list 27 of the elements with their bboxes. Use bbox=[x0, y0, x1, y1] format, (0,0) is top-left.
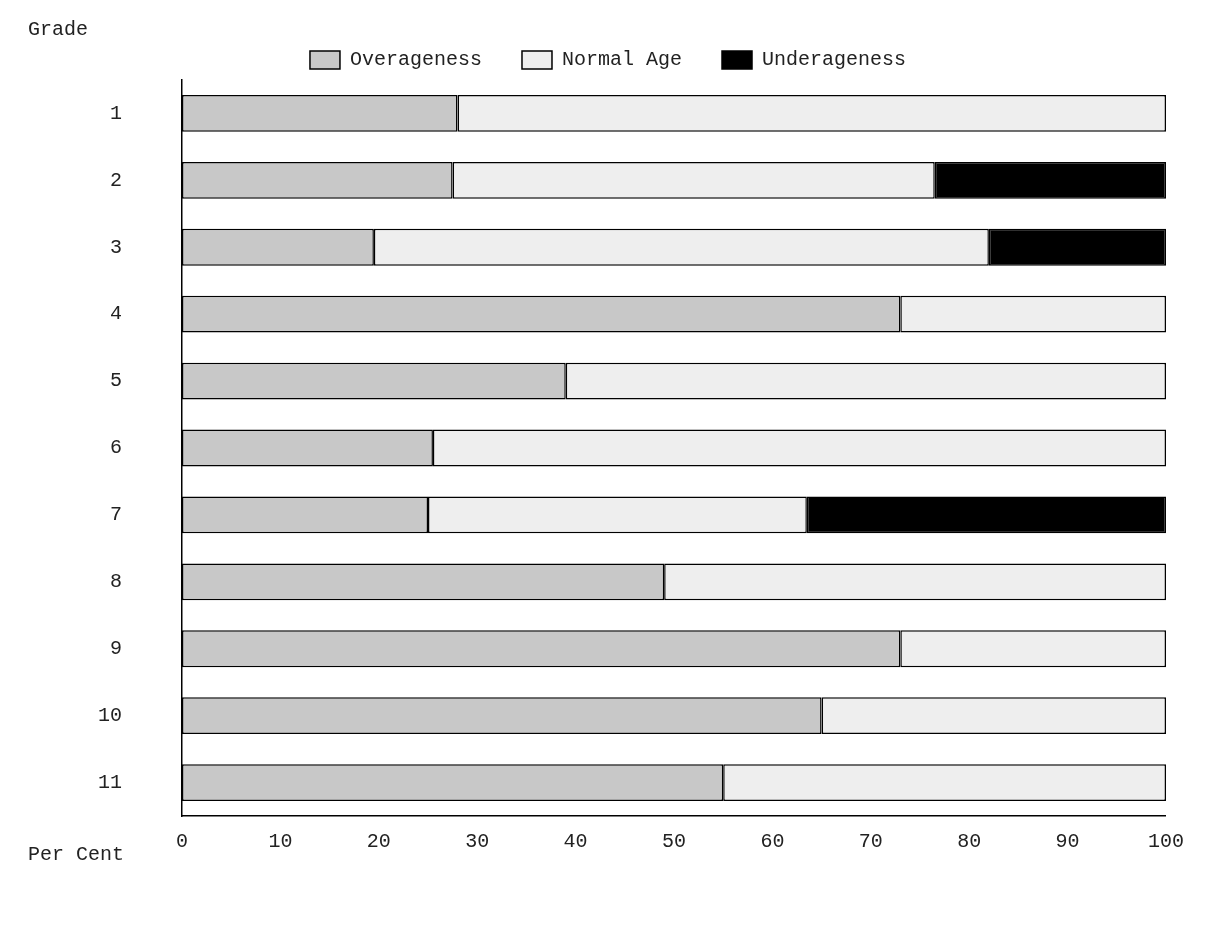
x-tick-label: 80 bbox=[957, 830, 982, 854]
y-tick-label: 4 bbox=[109, 302, 122, 326]
y-tick-label: 11 bbox=[97, 770, 122, 794]
y-tick-label: 1 bbox=[109, 101, 122, 125]
y-tick-label: 10 bbox=[97, 703, 122, 727]
y-tick-label: 8 bbox=[109, 570, 122, 594]
y-tick-label: 5 bbox=[109, 369, 122, 393]
x-tick-label: 40 bbox=[563, 830, 588, 854]
y-tick-label: 6 bbox=[109, 436, 122, 460]
x-tick-label: 20 bbox=[366, 830, 391, 854]
x-tick-label: 10 bbox=[268, 830, 293, 854]
x-tick-label: 0 bbox=[176, 830, 189, 854]
legend-label: Underageness bbox=[762, 48, 907, 72]
y-tick-label: 9 bbox=[109, 637, 122, 661]
x-tick-label: 90 bbox=[1055, 830, 1080, 854]
x-tick-label: 70 bbox=[858, 830, 883, 854]
x-tick-label: 50 bbox=[661, 830, 687, 854]
y-tick-label: 7 bbox=[109, 503, 122, 527]
y-tick-label: 3 bbox=[109, 235, 122, 259]
x-tick-label: 60 bbox=[760, 830, 785, 854]
y-axis-title: Grade bbox=[28, 8, 89, 52]
x-axis-title: Per Cent bbox=[28, 842, 125, 868]
y-tick-label: 2 bbox=[109, 168, 122, 192]
legend-label: Normal Age bbox=[561, 48, 683, 72]
x-tick-label: 100 bbox=[1147, 830, 1184, 854]
legend-label: Overageness bbox=[349, 48, 482, 72]
x-tick-label: 30 bbox=[465, 830, 490, 854]
